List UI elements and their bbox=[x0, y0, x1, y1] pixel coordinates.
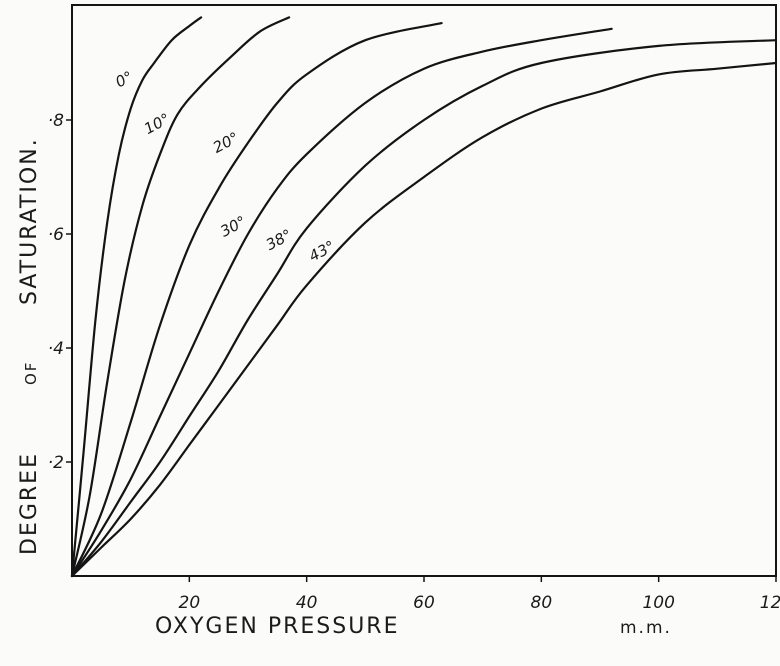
curve-43deg bbox=[72, 63, 776, 576]
x-tick-label-100: 100 bbox=[642, 593, 674, 613]
curve-label-30deg: 30° bbox=[217, 212, 249, 240]
curve-label-43deg: 43° bbox=[306, 237, 338, 265]
curves-layer: 0°10°20°30° 38° 43° bbox=[72, 17, 776, 576]
x-tick-label-40: 40 bbox=[296, 593, 318, 613]
y-axis-title-word-3: SATURATION. bbox=[17, 137, 42, 305]
x-tick-label-120: 120 bbox=[760, 593, 780, 613]
y-tick-label-0.6: ·6 bbox=[48, 225, 64, 245]
curve-label-20deg: 20° bbox=[210, 128, 242, 156]
y-axis-title-word-1: DEGREE bbox=[17, 452, 42, 555]
curve-label-0deg: 0° bbox=[112, 67, 136, 91]
curve-10deg bbox=[72, 17, 289, 576]
y-ticks-layer: ·2 ·4 ·6 ·8 bbox=[48, 111, 72, 473]
x-tick-label-20: 20 bbox=[179, 593, 201, 613]
x-tick-label-60: 60 bbox=[413, 593, 435, 613]
x-axis-unit: m.m. bbox=[620, 618, 672, 638]
x-ticks-layer: 20 40 60 80 100 120 bbox=[179, 576, 780, 613]
x-axis-title: OXYGEN PRESSURE bbox=[155, 614, 400, 639]
y-tick-label-0.4: ·4 bbox=[48, 339, 64, 359]
y-tick-label-0.2: ·2 bbox=[48, 453, 64, 473]
plot-frame bbox=[72, 5, 776, 576]
curve-38deg bbox=[72, 40, 776, 576]
y-tick-label-0.8: ·8 bbox=[48, 111, 64, 131]
curve-20deg bbox=[72, 23, 442, 576]
curve-label-38deg: 38° bbox=[263, 226, 295, 254]
y-axis-title-word-2: OF bbox=[22, 361, 40, 385]
x-tick-label-80: 80 bbox=[531, 593, 553, 613]
